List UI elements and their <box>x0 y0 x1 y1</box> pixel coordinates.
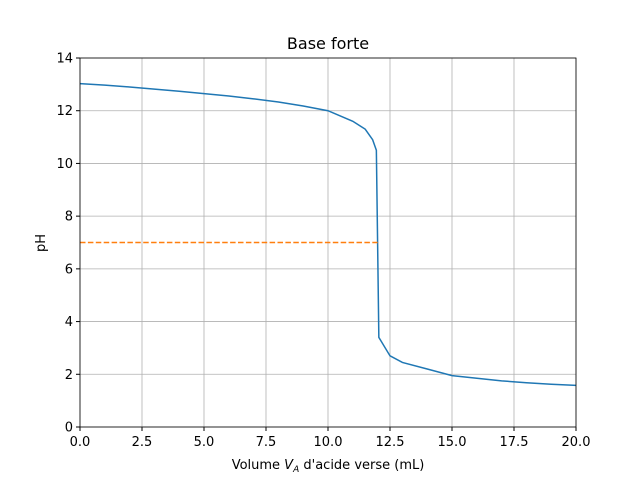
x-axis-label: Volume VA d'acide verse (mL) <box>232 458 425 475</box>
y-tick-label: 4 <box>65 315 73 330</box>
x-tick-label: 15.0 <box>438 435 467 450</box>
plot-frame <box>79 57 577 428</box>
y-tick-label: 2 <box>65 368 73 383</box>
x-tick-label: 7.5 <box>256 435 277 450</box>
x-label-part: V <box>284 458 294 473</box>
y-tick-label: 6 <box>65 262 73 277</box>
x-tick-label: 2.5 <box>132 435 153 450</box>
y-tick-label: 8 <box>65 210 73 225</box>
chart-title: Base forte <box>287 34 369 53</box>
x-label-part: d'acide verse (mL) <box>299 458 424 473</box>
y-tick-label: 0 <box>65 421 73 436</box>
x-label-part: A <box>292 465 299 475</box>
y-tick-label: 14 <box>56 52 73 67</box>
x-tick-label: 10.0 <box>314 435 343 450</box>
y-tick-label: 12 <box>56 104 73 119</box>
x-tick-label: 12.5 <box>376 435 405 450</box>
x-tick-label: 5.0 <box>194 435 215 450</box>
y-tick-label: 10 <box>56 157 73 172</box>
y-axis-label: pH <box>34 234 49 252</box>
data-line <box>79 82 577 387</box>
x-tick-label: 20.0 <box>562 435 591 450</box>
x-label-part: Volume <box>232 458 284 473</box>
x-tick-label: 0.0 <box>70 435 91 450</box>
x-tick-label: 17.5 <box>500 435 529 450</box>
